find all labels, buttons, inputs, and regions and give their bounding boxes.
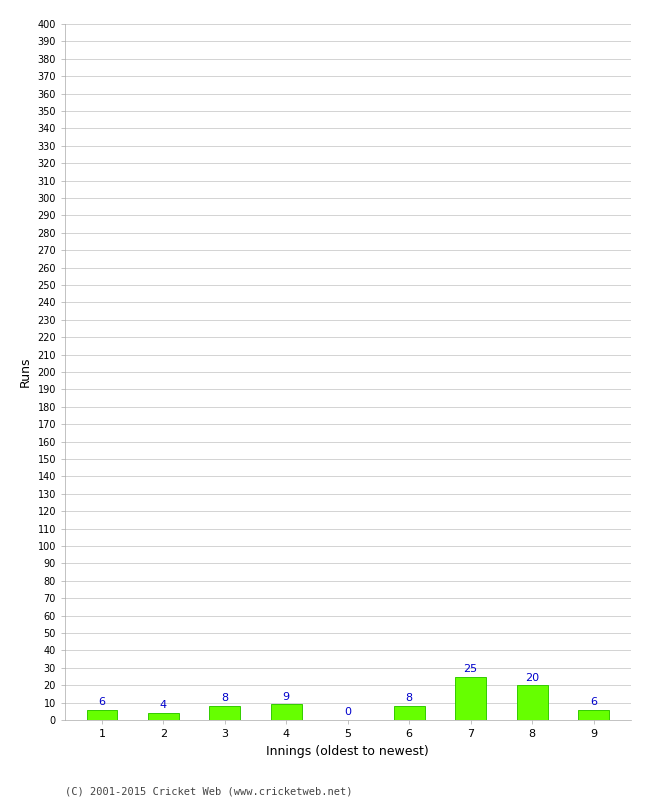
Text: 4: 4 [160,701,167,710]
Bar [578,710,609,720]
Text: 0: 0 [344,707,351,718]
Text: 8: 8 [221,694,228,703]
Text: 6: 6 [98,697,105,707]
Bar [271,704,302,720]
Bar [394,706,424,720]
Bar [86,710,117,720]
Bar [209,706,240,720]
Bar [455,677,486,720]
Text: (C) 2001-2015 Cricket Web (www.cricketweb.net): (C) 2001-2015 Cricket Web (www.cricketwe… [65,786,352,796]
Text: 25: 25 [463,664,478,674]
Bar [148,713,179,720]
Text: 9: 9 [283,692,290,702]
X-axis label: Innings (oldest to newest): Innings (oldest to newest) [266,745,429,758]
Bar [517,685,547,720]
Text: 6: 6 [590,697,597,707]
Y-axis label: Runs: Runs [19,357,32,387]
Text: 8: 8 [406,694,413,703]
Text: 20: 20 [525,673,540,682]
